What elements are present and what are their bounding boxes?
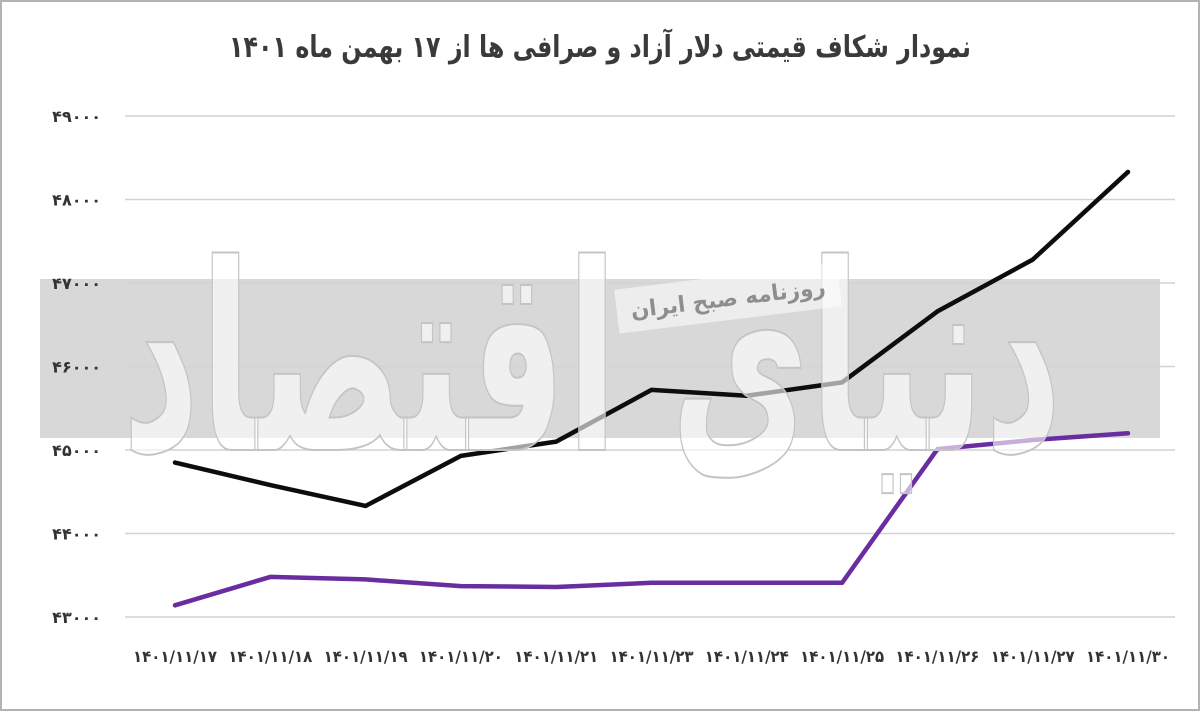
- x-tick-label-1: ۱۴۰۱/۱۱/۱۸: [228, 647, 312, 666]
- y-tick-label-0: ۴۳۰۰۰: [52, 608, 101, 627]
- x-tick-label-6: ۱۴۰۱/۱۱/۲۴: [705, 647, 789, 666]
- x-tick-label-10: ۱۴۰۱/۱۱/۳۰: [1086, 647, 1170, 666]
- series-2-point-1: [268, 574, 273, 579]
- series-1-point-3: [458, 453, 463, 458]
- x-tick-label-7: ۱۴۰۱/۱۱/۲۵: [800, 647, 884, 666]
- x-tick-label-4: ۱۴۰۱/۱۱/۲۱: [514, 647, 598, 666]
- series-1-point-2: [363, 503, 368, 508]
- series-2-point-7: [840, 580, 845, 585]
- chart-title: نمودار شکاف قیمتی دلار آزاد و صرافی ها ا…: [229, 28, 971, 65]
- x-axis-ticks: ۱۴۰۱/۱۱/۱۷ ۱۴۰۱/۱۱/۱۸ ۱۴۰۱/۱۱/۱۹ ۱۴۰۱/۱۱/۲۰…: [133, 647, 1170, 666]
- y-tick-label-4: ۴۷۰۰۰: [52, 274, 101, 293]
- series-1-point-9: [1030, 257, 1035, 262]
- series-group: [172, 169, 1131, 608]
- series-1-point-6: [744, 393, 749, 398]
- x-tick-label-8: ۱۴۰۱/۱۱/۲۶: [895, 647, 979, 666]
- series-2-point-3: [458, 584, 463, 589]
- series-2-point-6: [744, 580, 749, 585]
- series-2-point-8: [935, 447, 940, 452]
- series-1-point-4: [554, 439, 559, 444]
- series-2-point-4: [554, 584, 559, 589]
- series-1-point-10: [1126, 169, 1130, 174]
- y-tick-label-2: ۴۵۰۰۰: [52, 441, 101, 460]
- x-tick-label-0: ۱۴۰۱/۱۱/۱۷: [133, 647, 217, 666]
- y-tick-label-6: ۴۹۰۰۰: [52, 107, 101, 126]
- y-axis-ticks: ۴۳۰۰۰ ۴۴۰۰۰ ۴۵۰۰۰ ۴۶۰۰۰ ۴۷۰۰۰ ۴۸۰۰۰ ۴۹۰۰۰: [52, 107, 101, 627]
- series-1-point-7: [840, 380, 845, 385]
- series-1-point-5: [649, 387, 654, 392]
- series-2-point-10: [1126, 431, 1130, 436]
- series-2-point-9: [1030, 437, 1035, 442]
- x-tick-label-2: ۱۴۰۱/۱۱/۱۹: [324, 647, 408, 666]
- y-tick-label-3: ۴۶۰۰۰: [52, 358, 101, 377]
- watermark-band: [40, 279, 1160, 438]
- series-2-point-2: [363, 577, 368, 582]
- x-tick-label-5: ۱۴۰۱/۱۱/۲۳: [610, 647, 694, 666]
- series-2-point-5: [649, 580, 654, 585]
- watermark-logo: دنیای اقتصاد: [122, 210, 1062, 512]
- series-1-point-8: [935, 309, 940, 314]
- series-1-point-0: [173, 460, 177, 465]
- y-tick-label-5: ۴۸۰۰۰: [52, 191, 101, 210]
- x-tick-label-3: ۱۴۰۱/۱۱/۲۰: [419, 647, 503, 666]
- watermark-caption-background: [614, 262, 842, 334]
- y-tick-label-1: ۴۴۰۰۰: [52, 525, 101, 544]
- series-2-point-0: [173, 603, 177, 608]
- series-1-point-1: [268, 483, 273, 488]
- x-tick-label-9: ۱۴۰۱/۱۱/۲۷: [991, 647, 1075, 666]
